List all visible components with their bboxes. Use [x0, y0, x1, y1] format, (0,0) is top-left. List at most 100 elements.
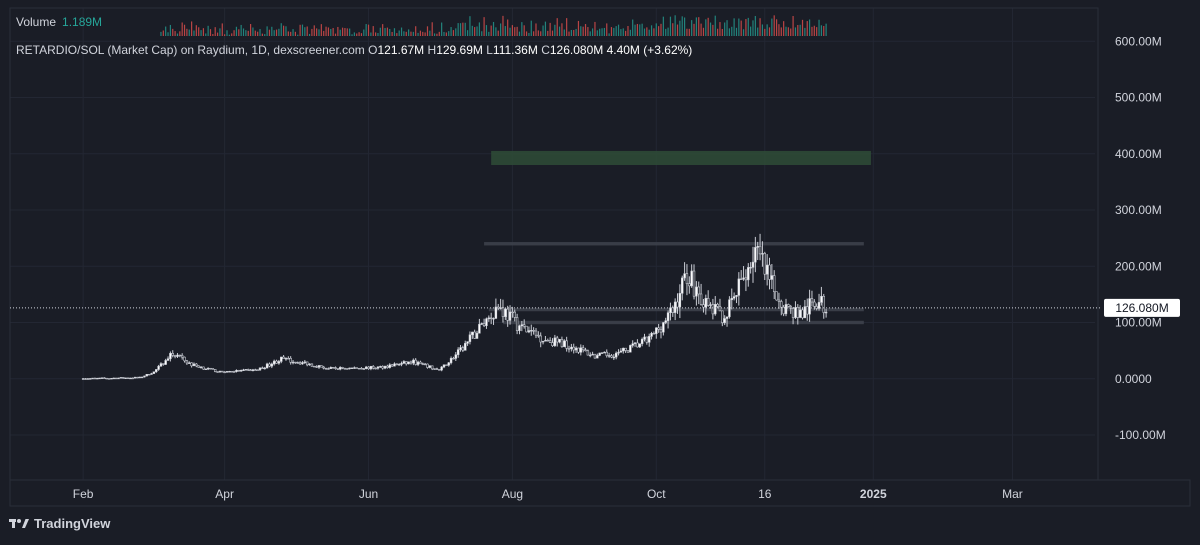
volume-bar	[330, 28, 332, 36]
candle-body	[754, 247, 757, 263]
volume-bar	[650, 25, 653, 36]
candle-body	[310, 363, 314, 367]
volume-bar	[610, 27, 613, 36]
volume-bar	[712, 24, 714, 36]
candle-body	[730, 297, 733, 301]
volume-bar	[429, 30, 431, 36]
candle-body	[751, 261, 755, 268]
volume-bar	[391, 31, 393, 36]
candle-body	[199, 366, 203, 369]
candle-body	[737, 278, 741, 296]
volume-bar	[228, 34, 230, 36]
candle-body	[103, 377, 106, 379]
volume-bar	[273, 30, 275, 36]
volume-bar	[372, 26, 374, 36]
volume-bar	[377, 33, 379, 36]
candle-body	[808, 298, 811, 315]
volume-bar	[773, 15, 775, 37]
volume-bar	[636, 23, 639, 36]
candle-body	[320, 365, 323, 368]
volume-bar	[787, 27, 789, 36]
volume-bar	[245, 30, 247, 36]
volume-bar	[205, 33, 207, 36]
volume-bar	[643, 28, 646, 36]
last-price-tag	[1104, 298, 1180, 317]
candle-body	[664, 320, 667, 323]
candle-body	[268, 363, 271, 367]
candle-body	[775, 291, 778, 301]
candle-body	[553, 337, 557, 346]
candle-body	[591, 353, 594, 356]
change-value: 4.40M (+3.62%)	[606, 43, 693, 57]
volume-bar	[549, 22, 551, 36]
candle-body	[525, 325, 528, 333]
candle-body	[124, 377, 127, 379]
candle-body	[636, 342, 639, 348]
volume-bar	[613, 27, 615, 36]
candle-body	[485, 318, 488, 327]
candle-body	[558, 338, 561, 343]
candle-body	[131, 377, 134, 380]
volume-bar	[582, 26, 584, 36]
candle-body	[560, 338, 564, 348]
volume-bar	[525, 31, 528, 36]
candle-body	[228, 371, 231, 373]
volume-bar	[653, 28, 655, 36]
volume-bar	[433, 33, 436, 36]
candle-body	[669, 307, 672, 313]
volume-bar	[195, 25, 197, 36]
candle-body	[235, 370, 238, 372]
volume-bar	[714, 15, 716, 36]
candle-body	[581, 347, 585, 351]
candle-body	[247, 369, 250, 371]
volume-bar	[382, 24, 384, 36]
candle-body	[791, 308, 795, 318]
candle-body	[223, 371, 226, 374]
volume-bar	[290, 31, 292, 36]
candle-body	[629, 345, 632, 353]
volume-bar	[356, 33, 358, 36]
volume-bar	[379, 27, 381, 36]
volume-bar	[735, 27, 738, 36]
candle-body	[784, 304, 788, 315]
candle-body	[709, 304, 712, 306]
open-value: 121.67M	[377, 43, 425, 57]
volume-bar	[252, 27, 254, 36]
candle-body	[367, 366, 370, 370]
candle-body	[683, 273, 686, 279]
candle-body	[343, 368, 347, 370]
volume-bar	[490, 25, 492, 36]
candle-body	[244, 369, 248, 371]
tradingview-logo[interactable]: TradingView	[9, 516, 110, 531]
candle-body	[402, 361, 406, 364]
volume-bar	[457, 23, 459, 36]
volume-bar	[365, 24, 367, 36]
volume-bar	[297, 34, 299, 36]
volume-bar	[639, 24, 641, 36]
volume-bar	[410, 31, 412, 36]
candle-body	[152, 371, 156, 374]
volume-bar	[266, 26, 268, 36]
volume-bar	[823, 25, 825, 36]
candle-body	[589, 354, 592, 357]
candle-body	[530, 330, 533, 332]
candle-body	[140, 376, 144, 379]
volume-bar	[370, 32, 372, 36]
volume-bar	[294, 31, 297, 36]
candle-body	[454, 354, 457, 359]
volume-bar	[568, 31, 570, 36]
range-bottom-band	[502, 320, 864, 325]
candle-body	[301, 362, 304, 365]
candle-body	[494, 306, 498, 319]
x-tick-label: Feb	[73, 487, 94, 501]
candle-body	[239, 369, 243, 372]
volume-bar	[360, 33, 363, 36]
volume-indicator[interactable]: Volume 1.189M	[16, 15, 102, 29]
candle-body	[461, 347, 465, 351]
candle-body	[692, 270, 696, 297]
x-tick-label: Mar	[1002, 487, 1023, 501]
symbol-legend[interactable]: RETARDIO/SOL (Market Cap) on Raydium, 1D…	[16, 43, 692, 57]
volume-bar	[169, 24, 171, 36]
